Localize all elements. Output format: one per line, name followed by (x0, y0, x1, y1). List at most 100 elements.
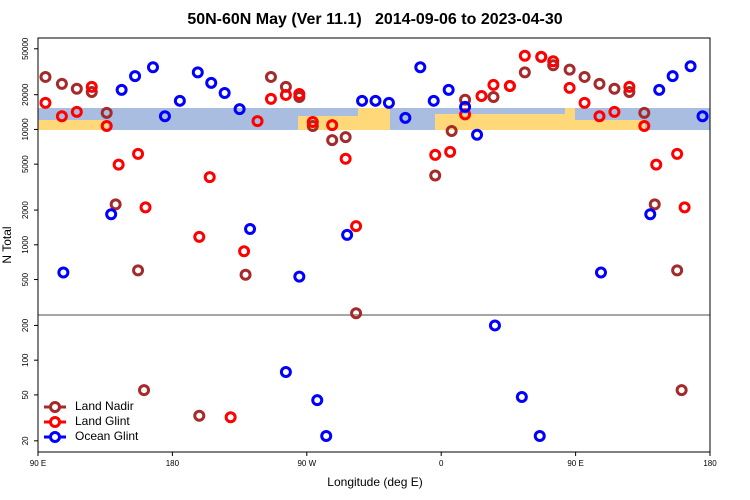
point (251, 115, 264, 128)
y-tick-label: 2000 (21, 201, 30, 219)
point (132, 147, 145, 160)
x-tick-label: 90 E (30, 459, 46, 468)
y-tick-label: 1000 (21, 235, 30, 253)
point (39, 70, 52, 83)
point (515, 390, 528, 403)
point (279, 365, 292, 378)
point (644, 208, 657, 221)
point (203, 171, 216, 184)
point (369, 94, 382, 107)
point (671, 147, 684, 160)
point (459, 100, 472, 113)
point (442, 83, 455, 96)
point (414, 61, 427, 74)
point (444, 145, 457, 158)
point (475, 89, 488, 102)
legend-label: Land Glint (75, 414, 130, 428)
x-tick-label: 90 W (297, 459, 316, 468)
legend-label: Ocean Glint (75, 429, 139, 443)
point (100, 120, 113, 133)
point (503, 79, 516, 92)
y-tick-label: 20 (21, 436, 30, 445)
point (535, 50, 548, 63)
point (696, 110, 709, 123)
point (471, 128, 484, 141)
point (239, 268, 252, 281)
point (445, 124, 458, 137)
x-tick-label: 180 (703, 459, 717, 468)
point (311, 394, 324, 407)
point (399, 111, 412, 124)
y-tick-label: 50000 (21, 37, 30, 60)
point (666, 70, 679, 83)
point (320, 430, 333, 443)
point (306, 115, 319, 128)
ocean-area (108, 108, 298, 130)
point (191, 66, 204, 79)
point (518, 49, 531, 62)
point (205, 76, 218, 89)
point (139, 201, 152, 214)
point (653, 83, 666, 96)
point (85, 80, 98, 93)
y-tick-label: 10000 (21, 118, 30, 141)
point (563, 81, 576, 94)
point (623, 86, 636, 99)
point (593, 110, 606, 123)
point (293, 87, 306, 100)
ocean-area (435, 108, 565, 114)
y-tick-label: 20000 (21, 83, 30, 106)
point (678, 201, 691, 214)
y-tick-label: 50 (21, 390, 30, 399)
point (264, 70, 277, 83)
legend-marker (49, 431, 61, 443)
point (487, 90, 500, 103)
point (115, 83, 128, 96)
point (650, 158, 663, 171)
point (578, 96, 591, 109)
point (608, 105, 621, 118)
x-tick-label: 0 (439, 459, 444, 468)
legend-marker (49, 401, 61, 413)
point (608, 82, 621, 95)
point (173, 94, 186, 107)
point (70, 105, 83, 118)
point (279, 88, 292, 101)
x-tick-label: 90 E (567, 459, 583, 468)
point (70, 82, 83, 95)
point (193, 230, 206, 243)
point (146, 61, 159, 74)
point (218, 86, 231, 99)
point (488, 319, 501, 332)
ocean-area (645, 108, 710, 130)
y-axis-label: N Total (0, 226, 14, 263)
ocean-area (390, 108, 435, 130)
legend-label: Land Nadir (75, 399, 134, 413)
x-tick-label: 180 (166, 459, 180, 468)
point (638, 106, 651, 119)
point (684, 60, 697, 73)
point (429, 169, 442, 182)
point (138, 384, 151, 397)
y-tick-label: 200 (21, 318, 30, 332)
point (578, 70, 591, 83)
point (339, 152, 352, 165)
point (638, 120, 651, 133)
point (109, 198, 122, 211)
point (55, 77, 68, 90)
point (293, 270, 306, 283)
point (648, 198, 661, 211)
point (671, 264, 684, 277)
legend-marker (49, 416, 61, 428)
point (459, 93, 472, 106)
y-tick-label: 500 (21, 272, 30, 286)
point (326, 134, 339, 147)
point (563, 63, 576, 76)
point (594, 266, 607, 279)
point (193, 409, 206, 422)
point (382, 96, 395, 109)
point (224, 411, 237, 424)
point (244, 223, 257, 236)
point (39, 96, 52, 109)
